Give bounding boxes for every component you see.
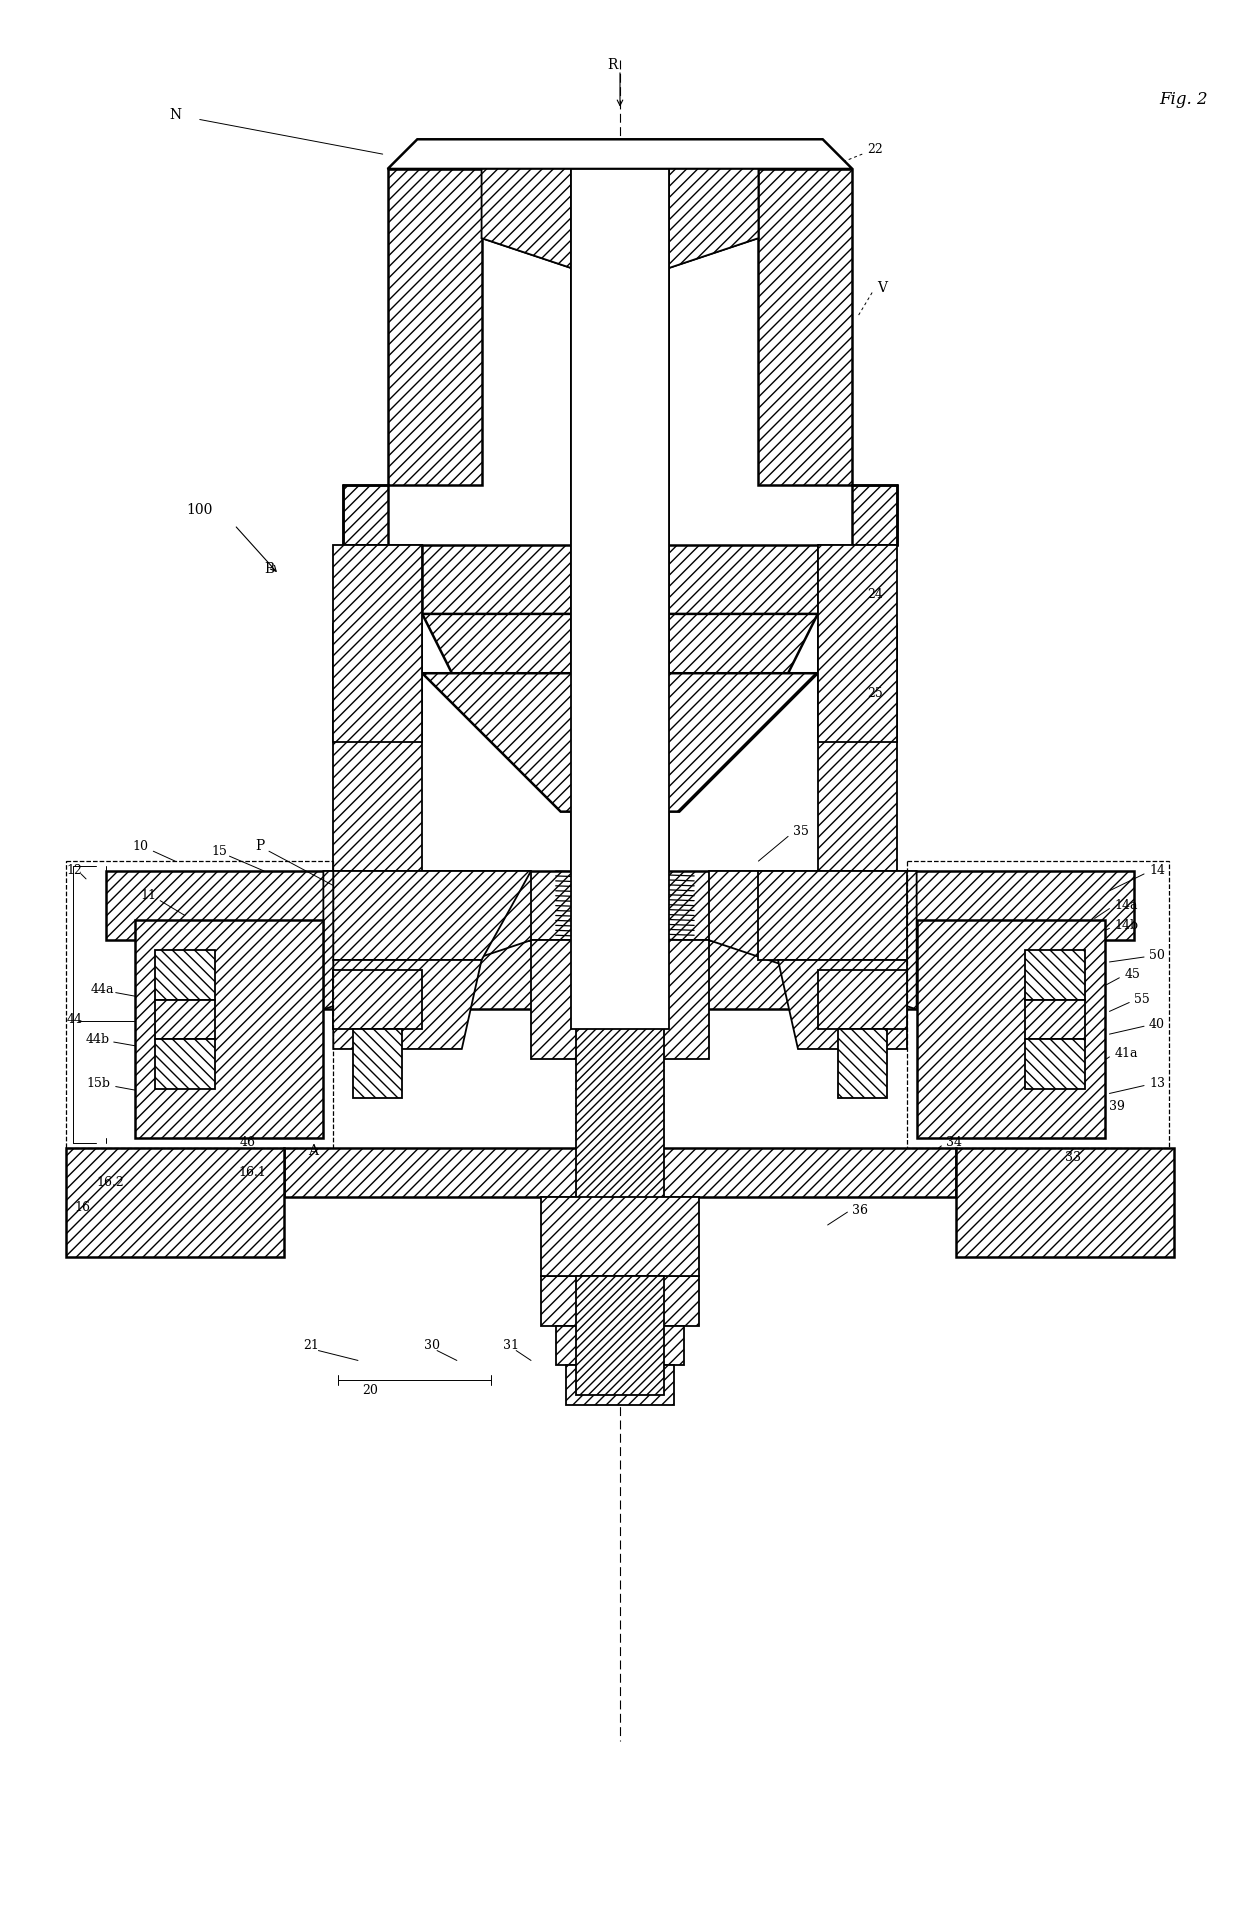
Text: 44: 44: [66, 1012, 82, 1026]
Bar: [334, 544, 423, 742]
Text: 15b: 15b: [86, 1077, 110, 1091]
Polygon shape: [145, 939, 324, 1010]
Bar: [575, 951, 665, 1277]
Text: 36: 36: [852, 1204, 868, 1217]
Bar: [817, 544, 897, 742]
Polygon shape: [334, 870, 531, 960]
Text: P: P: [255, 840, 264, 853]
Bar: [105, 870, 1135, 939]
Bar: [155, 951, 215, 999]
Bar: [135, 920, 324, 1139]
Polygon shape: [334, 623, 423, 673]
Polygon shape: [343, 485, 388, 544]
Text: 39: 39: [1110, 1100, 1126, 1114]
Polygon shape: [423, 544, 817, 613]
Bar: [906, 861, 1169, 1148]
Text: 44b: 44b: [86, 1033, 110, 1045]
Polygon shape: [837, 1029, 887, 1098]
Bar: [570, 169, 670, 485]
Polygon shape: [817, 970, 906, 1029]
Bar: [575, 1277, 665, 1396]
Bar: [284, 1148, 956, 1198]
Polygon shape: [759, 870, 906, 960]
Polygon shape: [916, 939, 1095, 1010]
Text: 12: 12: [66, 865, 82, 878]
Text: 16.1: 16.1: [238, 1166, 267, 1179]
Bar: [155, 1039, 215, 1089]
Text: 55: 55: [1135, 993, 1149, 1006]
Text: 25: 25: [867, 686, 883, 700]
Text: 50: 50: [1149, 949, 1164, 962]
Bar: [916, 920, 1105, 1139]
Text: Fig. 2: Fig. 2: [1159, 92, 1208, 107]
Bar: [956, 1148, 1174, 1258]
Text: 11: 11: [140, 889, 156, 903]
Text: 35: 35: [794, 824, 808, 838]
Text: 16.2: 16.2: [97, 1175, 125, 1189]
Bar: [556, 1327, 684, 1365]
Text: 14a: 14a: [1115, 899, 1138, 912]
Text: 34: 34: [946, 1137, 962, 1150]
Text: 100: 100: [186, 502, 213, 518]
Text: 14: 14: [1149, 865, 1166, 878]
Polygon shape: [388, 169, 481, 485]
Text: 20: 20: [362, 1384, 378, 1397]
Text: 24: 24: [867, 589, 883, 600]
Polygon shape: [423, 673, 817, 811]
Bar: [66, 861, 334, 1148]
Text: V: V: [877, 280, 887, 295]
Polygon shape: [324, 870, 531, 1010]
Text: B: B: [264, 562, 274, 577]
Bar: [817, 623, 897, 870]
Polygon shape: [334, 970, 423, 1029]
Text: 46: 46: [239, 1137, 255, 1150]
Polygon shape: [852, 485, 897, 544]
Text: 10: 10: [133, 840, 149, 853]
Text: 26: 26: [578, 677, 593, 690]
Text: 18: 18: [197, 964, 213, 976]
Text: 41a: 41a: [1115, 1047, 1138, 1060]
Bar: [570, 169, 670, 1029]
Text: 14b: 14b: [1115, 918, 1138, 932]
Text: 32: 32: [600, 1062, 616, 1075]
Text: 16: 16: [74, 1200, 91, 1213]
Bar: [1025, 951, 1085, 999]
Text: 21: 21: [304, 1340, 320, 1351]
Bar: [565, 1365, 675, 1405]
Bar: [155, 999, 215, 1039]
Text: N: N: [169, 107, 181, 121]
Polygon shape: [423, 613, 817, 713]
Bar: [541, 1198, 699, 1277]
Bar: [1025, 1039, 1085, 1089]
Polygon shape: [334, 960, 481, 1049]
Text: 45: 45: [1125, 968, 1140, 982]
Bar: [66, 1148, 284, 1258]
Text: 30: 30: [424, 1340, 440, 1351]
Text: A: A: [309, 1144, 319, 1158]
Polygon shape: [481, 169, 759, 268]
Bar: [334, 623, 423, 870]
Bar: [541, 1277, 699, 1327]
Text: 44a: 44a: [91, 983, 114, 997]
Text: 33: 33: [1065, 1152, 1081, 1164]
Text: 40: 40: [1149, 1018, 1166, 1031]
Polygon shape: [709, 870, 916, 1010]
Text: 22: 22: [867, 142, 883, 155]
Text: 31: 31: [503, 1340, 520, 1351]
Bar: [145, 939, 1095, 1010]
Text: R: R: [606, 58, 618, 73]
Bar: [1025, 999, 1085, 1039]
Bar: [531, 939, 709, 1058]
Polygon shape: [779, 960, 906, 1049]
Polygon shape: [388, 140, 852, 169]
Polygon shape: [759, 169, 852, 485]
Text: 13: 13: [1149, 1077, 1166, 1091]
Text: 15: 15: [212, 845, 227, 857]
Polygon shape: [353, 1029, 403, 1098]
